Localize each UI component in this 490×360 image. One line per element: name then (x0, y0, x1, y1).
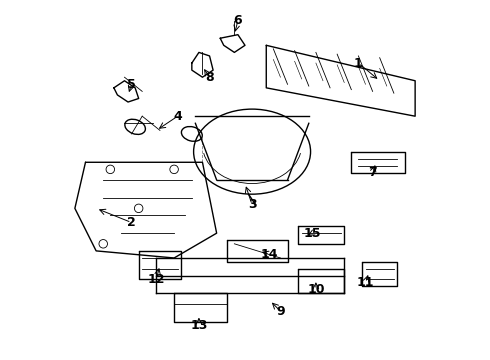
Text: 9: 9 (276, 305, 285, 318)
Text: 2: 2 (127, 216, 136, 229)
Text: 5: 5 (127, 78, 136, 91)
Text: 12: 12 (147, 273, 165, 286)
Text: 15: 15 (304, 227, 321, 240)
Text: 10: 10 (307, 283, 325, 296)
Text: 11: 11 (357, 276, 374, 289)
Text: 13: 13 (190, 319, 208, 332)
Text: 6: 6 (234, 14, 242, 27)
Text: 3: 3 (248, 198, 256, 211)
Text: 8: 8 (205, 71, 214, 84)
Text: 14: 14 (261, 248, 278, 261)
Text: 4: 4 (173, 110, 182, 123)
Text: 1: 1 (354, 57, 363, 69)
Text: 7: 7 (368, 166, 377, 179)
